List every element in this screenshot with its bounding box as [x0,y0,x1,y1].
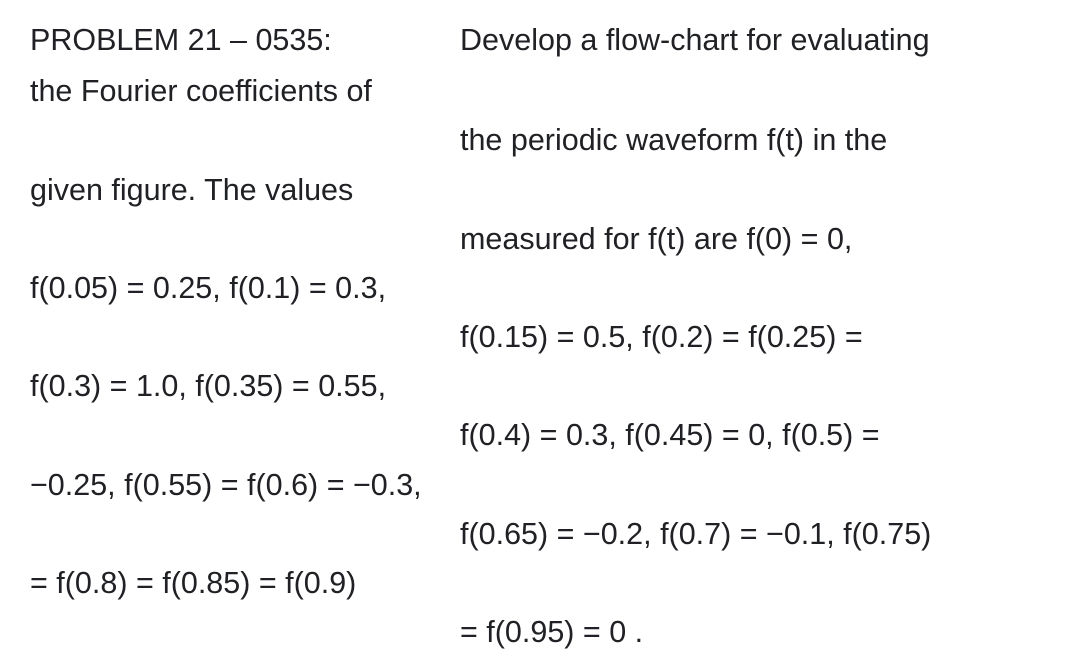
text-row-6: f(0.05) = 0.25, f(0.1) = 0.3, [30,268,1050,309]
text-row-7: f(0.15) = 0.5, f(0.2) = f(0.25) = [30,317,1050,358]
line-4-left: given figure. The values [30,170,460,211]
line-3-right: the periodic waveform f(t) in the [460,120,1050,161]
text-row-9: f(0.4) = 0.3, f(0.45) = 0, f(0.5) = [30,415,1050,456]
text-row-4: given figure. The values [30,170,1050,211]
line-2-left: the Fourier coefficients of [30,71,460,112]
problem-label: PROBLEM 21 – 0535: [30,20,460,61]
line-9-right: f(0.4) = 0.3, f(0.45) = 0, f(0.5) = [460,415,1050,456]
problem-text-block: PROBLEM 21 – 0535: Develop a flow-chart … [30,20,1050,661]
text-row-10: −0.25, f(0.55) = f(0.6) = −0.3, [30,465,1050,506]
text-row-3: the periodic waveform f(t) in the [30,120,1050,161]
line-10-left: −0.25, f(0.55) = f(0.6) = −0.3, [30,465,460,506]
text-row-1: PROBLEM 21 – 0535: Develop a flow-chart … [30,20,1050,61]
line-5-right: measured for f(t) are f(0) = 0, [460,219,1050,260]
text-row-13: = f(0.95) = 0 . [30,612,1050,653]
text-row-12: = f(0.8) = f(0.85) = f(0.9) [30,563,1050,604]
text-row-11: f(0.65) = −0.2, f(0.7) = −0.1, f(0.75) [30,514,1050,555]
line-6-left: f(0.05) = 0.25, f(0.1) = 0.3, [30,268,460,309]
line-13-right: = f(0.95) = 0 . [460,612,1050,653]
line-11-right: f(0.65) = −0.2, f(0.7) = −0.1, f(0.75) [460,514,1050,555]
text-row-5: measured for f(t) are f(0) = 0, [30,219,1050,260]
text-row-8: f(0.3) = 1.0, f(0.35) = 0.55, [30,366,1050,407]
line-12-left: = f(0.8) = f(0.85) = f(0.9) [30,563,460,604]
text-row-2: the Fourier coefficients of [30,71,1050,112]
line-1-right: Develop a flow-chart for evaluating [460,20,1050,61]
line-8-left: f(0.3) = 1.0, f(0.35) = 0.55, [30,366,460,407]
line-7-right: f(0.15) = 0.5, f(0.2) = f(0.25) = [460,317,1050,358]
